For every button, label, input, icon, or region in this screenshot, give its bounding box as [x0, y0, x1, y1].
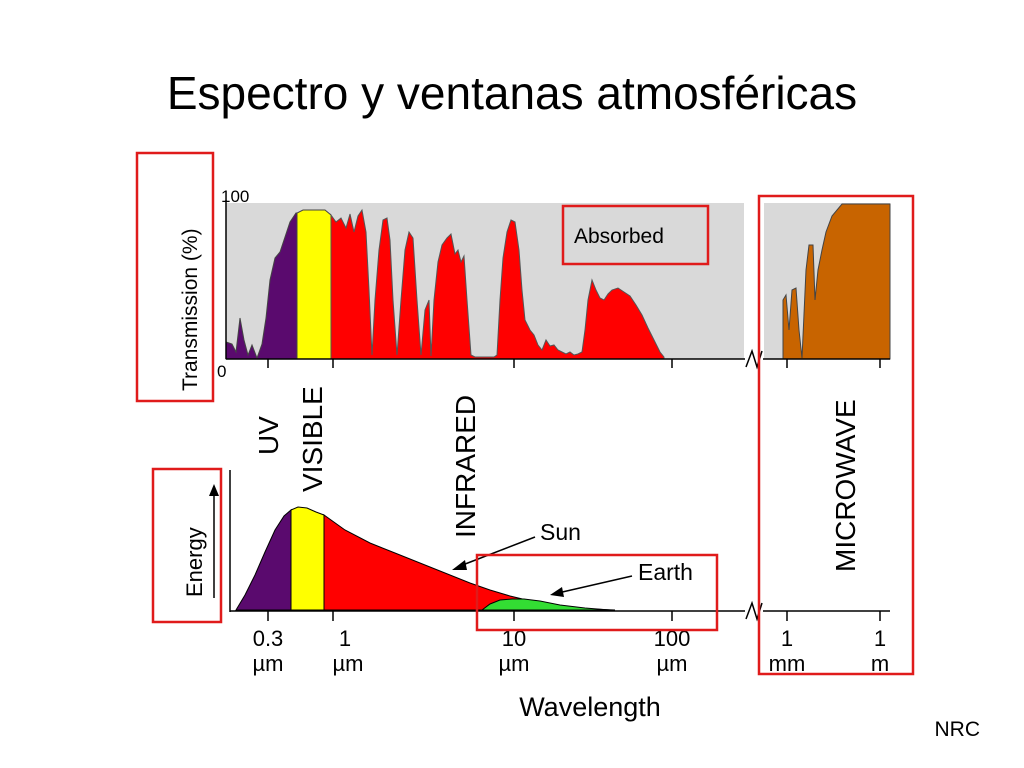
microwave-highlight — [757, 194, 915, 676]
earth-label: Earth — [638, 559, 693, 585]
energy-label-highlight — [151, 467, 223, 624]
tick-label-value: 1 — [781, 626, 793, 651]
energy-ticks — [267, 611, 881, 621]
earth-emission-curve — [480, 598, 611, 611]
energy-arrow-head — [209, 484, 219, 496]
visible-transmission-band — [296, 209, 332, 360]
microwave-label: MICROWAVE — [830, 399, 861, 572]
uv-transmission-band — [225, 212, 298, 360]
transmission-y-min: 0 — [217, 362, 226, 381]
earth-highlight — [475, 553, 719, 632]
energy-curve-visible — [290, 506, 325, 611]
tick-label-unit: µm — [332, 651, 363, 676]
tick-label-value: 1 — [339, 626, 351, 651]
transmission-label-highlight — [135, 151, 215, 403]
slide-title: Espectro y ventanas atmosféricas — [166, 67, 858, 119]
energy-y-label: Energy — [182, 527, 207, 597]
tick-label-unit: mm — [769, 651, 806, 676]
highlight-boxes — [135, 151, 915, 676]
uv-label: UV — [253, 416, 284, 455]
sun-pointer-head — [452, 560, 467, 570]
source-credit: NRC — [934, 718, 981, 741]
microwave-transmission-band — [782, 203, 891, 360]
visible-label: VISIBLE — [297, 386, 328, 492]
x-tick-labels: 0.3 µm 1 µm 10 µm 100 µm 1 mm 1 m — [252, 626, 889, 676]
earth-pointer-head — [550, 587, 564, 597]
energy-curve-uv — [235, 508, 292, 611]
absorbed-label: Absorbed — [574, 225, 664, 248]
infrared-transmission-band — [330, 208, 665, 360]
tick-label-value: 1 — [874, 626, 886, 651]
transmission-y-label: Transmission (%) — [179, 228, 202, 391]
tick-label-unit: m — [871, 651, 889, 676]
sun-label: Sun — [540, 519, 581, 545]
tick-label-unit: µm — [656, 651, 687, 676]
transmission-y-max: 100 — [221, 187, 249, 206]
x-axis-title: Wavelength — [519, 692, 661, 722]
tick-label-unit: µm — [498, 651, 529, 676]
sun-pointer-line — [459, 536, 536, 567]
infrared-label: INFRARED — [450, 395, 481, 538]
tick-label-value: 0.3 — [253, 626, 284, 651]
absorbed-highlight — [561, 204, 710, 266]
earth-pointer-line — [557, 575, 633, 594]
tick-label-unit: µm — [252, 651, 283, 676]
transmission-ticks — [267, 359, 881, 368]
